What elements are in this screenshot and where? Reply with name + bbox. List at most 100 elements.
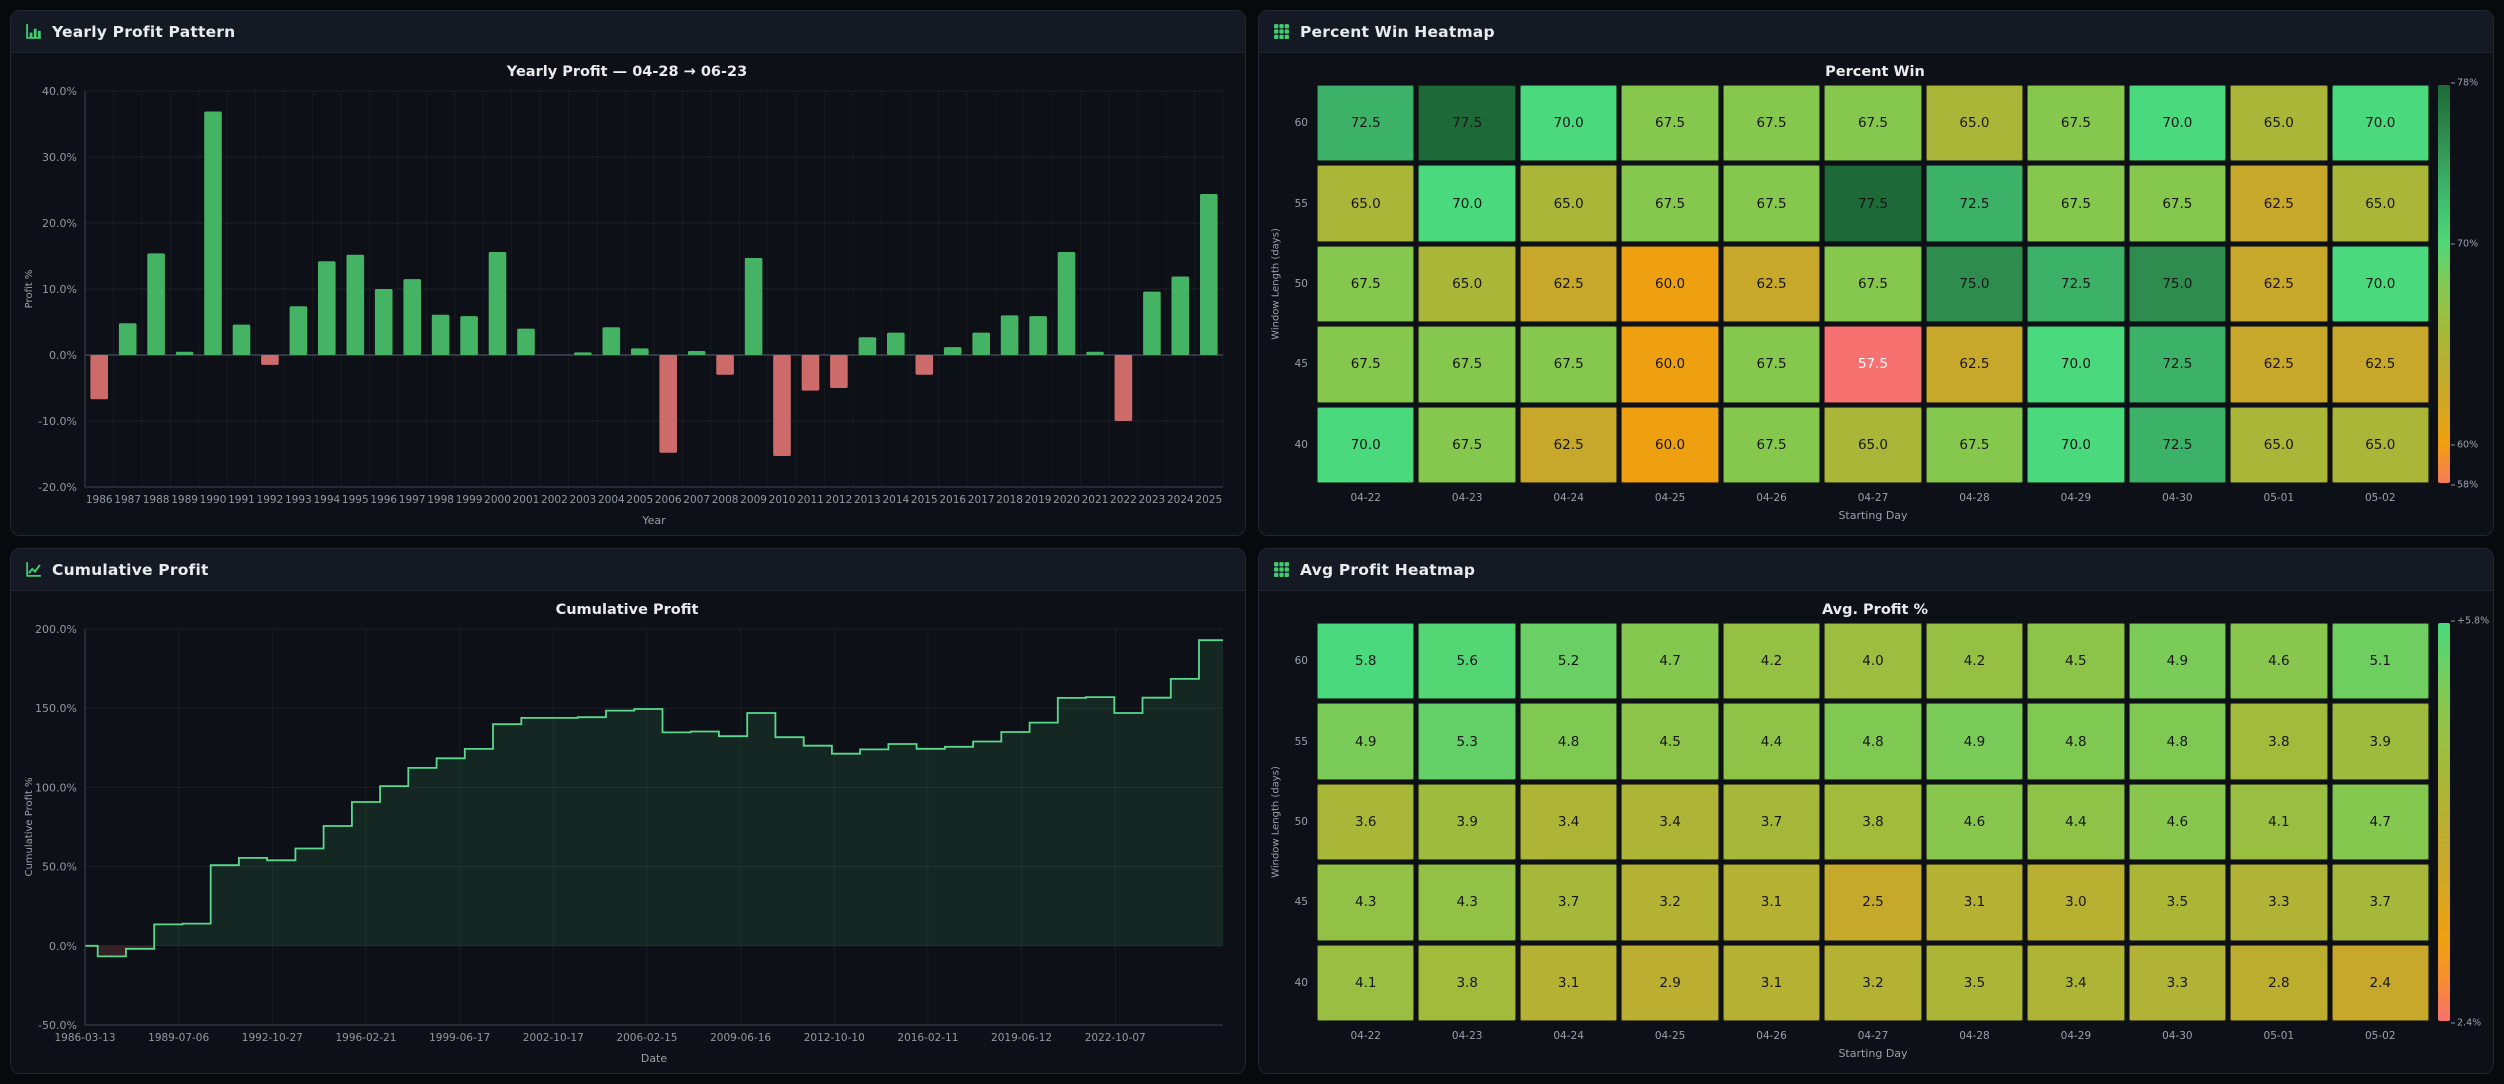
heatmap-cell-60-04-26[interactable]: 67.5 (1722, 85, 1821, 162)
heatmap-cell-60-05-01[interactable]: 4.6 (2230, 623, 2328, 700)
heatmap-cell-50-05-02[interactable]: 70.0 (2331, 245, 2429, 323)
percent-win-heatmap-chart[interactable]: Window Length (days) 60 72.5 77.5 70.0 67.5 67… (1267, 78, 2483, 529)
bar-2005[interactable] (631, 348, 649, 355)
heatmap-cell-45-05-02[interactable]: 3.7 (2331, 864, 2429, 941)
heatmap-cell-50-04-22[interactable]: 67.5 (1317, 245, 1415, 323)
heatmap-cell-45-04-24[interactable]: 3.7 (1519, 864, 1618, 941)
heatmap-cell-50-04-24[interactable]: 62.5 (1519, 245, 1618, 323)
heatmap-cell-60-04-28[interactable]: 65.0 (1925, 85, 2024, 162)
heatmap-cell-55-04-27[interactable]: 4.8 (1824, 703, 1922, 780)
heatmap-cell-50-04-24[interactable]: 3.4 (1519, 783, 1618, 861)
heatmap-cell-55-04-28[interactable]: 72.5 (1925, 165, 2024, 242)
heatmap-cell-60-05-02[interactable]: 70.0 (2331, 85, 2429, 162)
heatmap-cell-55-05-01[interactable]: 3.8 (2230, 703, 2328, 780)
heatmap-cell-50-04-27[interactable]: 67.5 (1824, 245, 1922, 323)
heatmap-cell-45-04-29[interactable]: 3.0 (2027, 864, 2125, 941)
heatmap-cell-45-04-24[interactable]: 67.5 (1519, 326, 1618, 403)
bar-2008[interactable] (716, 355, 734, 375)
heatmap-cell-60-04-22[interactable]: 72.5 (1317, 85, 1415, 162)
heatmap-cell-40-04-22[interactable]: 4.1 (1317, 944, 1415, 1022)
heatmap-cell-40-04-30[interactable]: 72.5 (2128, 406, 2227, 484)
heatmap-cell-55-04-26[interactable]: 4.4 (1722, 703, 1821, 780)
heatmap-cell-55-04-25[interactable]: 67.5 (1621, 165, 1719, 242)
heatmap-cell-60-04-27[interactable]: 67.5 (1824, 85, 1922, 162)
bar-2003[interactable] (574, 352, 592, 355)
bar-1997[interactable] (403, 279, 421, 355)
bar-2007[interactable] (687, 351, 706, 355)
bar-2013[interactable] (858, 337, 877, 355)
heatmap-cell-55-05-02[interactable]: 65.0 (2331, 165, 2429, 242)
heatmap-cell-60-04-23[interactable]: 5.6 (1418, 623, 1516, 700)
heatmap-cell-60-05-02[interactable]: 5.1 (2331, 623, 2429, 700)
heatmap-cell-60-04-30[interactable]: 4.9 (2128, 623, 2227, 700)
heatmap-cell-50-04-26[interactable]: 62.5 (1722, 245, 1821, 323)
bar-1991[interactable] (232, 324, 251, 355)
heatmap-cell-60-04-29[interactable]: 67.5 (2027, 85, 2125, 162)
heatmap-cell-40-04-26[interactable]: 3.1 (1722, 944, 1821, 1022)
heatmap-cell-50-04-23[interactable]: 65.0 (1418, 245, 1516, 323)
bar-1989[interactable] (175, 351, 194, 355)
percent-win-heatmap-grid[interactable]: Window Length (days) 60 72.5 77.5 70.0 67.5 67… (1267, 78, 2483, 529)
bar-2016[interactable] (943, 347, 962, 355)
heatmap-cell-45-04-26[interactable]: 3.1 (1722, 864, 1821, 941)
bar-2015[interactable] (915, 355, 934, 375)
bar-2009[interactable] (744, 258, 763, 355)
heatmap-cell-50-04-23[interactable]: 3.9 (1418, 783, 1516, 861)
heatmap-cell-45-04-30[interactable]: 3.5 (2128, 864, 2227, 941)
heatmap-cell-45-04-22[interactable]: 67.5 (1317, 326, 1415, 403)
heatmap-cell-40-04-29[interactable]: 3.4 (2027, 944, 2125, 1022)
bar-2014[interactable] (887, 332, 905, 355)
heatmap-cell-50-04-28[interactable]: 75.0 (1925, 245, 2024, 323)
heatmap-cell-55-04-29[interactable]: 4.8 (2027, 703, 2125, 780)
bar-2004[interactable] (602, 327, 621, 355)
heatmap-cell-45-04-25[interactable]: 60.0 (1621, 326, 1719, 403)
bar-2011[interactable] (801, 355, 820, 391)
yearly-profit-plot-area[interactable]: -20.0% -10.0% 0.0% 10.0% 20.0% 30.0% 40.0% 1986… (19, 83, 1235, 529)
heatmap-cell-45-04-26[interactable]: 67.5 (1722, 326, 1821, 403)
heatmap-cell-45-04-23[interactable]: 4.3 (1418, 864, 1516, 941)
heatmap-cell-45-04-28[interactable]: 3.1 (1925, 864, 2024, 941)
heatmap-cell-40-04-25[interactable]: 2.9 (1621, 944, 1719, 1022)
cumulative-profit-line[interactable] (85, 639, 1223, 958)
heatmap-cell-40-05-02[interactable]: 2.4 (2331, 944, 2429, 1022)
bar-1999[interactable] (460, 316, 478, 355)
bar-1992[interactable] (261, 355, 279, 365)
heatmap-cell-55-04-24[interactable]: 4.8 (1519, 703, 1618, 780)
heatmap-cell-45-05-02[interactable]: 62.5 (2331, 326, 2429, 403)
bar-2023[interactable] (1143, 291, 1161, 355)
avg-profit-heatmap-grid[interactable]: Window Length (days) 60 5.8 5.6 5.2 4.7 4.2 4.0… (1267, 616, 2490, 1067)
cumulative-profit-plot-area[interactable]: 1986-03-13 1989-07-06 1992-10-27 1996-02-21… (19, 621, 1235, 1067)
heatmap-cell-40-04-28[interactable]: 67.5 (1925, 406, 2024, 484)
heatmap-cell-55-04-23[interactable]: 70.0 (1418, 165, 1516, 242)
heatmap-cell-60-04-26[interactable]: 4.2 (1722, 623, 1821, 700)
heatmap-cell-40-04-27[interactable]: 3.2 (1824, 944, 1922, 1022)
heatmap-cell-45-04-23[interactable]: 67.5 (1418, 326, 1516, 403)
cumulative-profit-step-chart[interactable]: 1986-03-13 1989-07-06 1992-10-27 1996-02-21… (19, 621, 1235, 1067)
heatmap-cell-50-04-30[interactable]: 4.6 (2128, 783, 2227, 861)
heatmap-cell-60-04-23[interactable]: 77.5 (1418, 85, 1516, 162)
heatmap-cell-60-04-25[interactable]: 67.5 (1621, 85, 1719, 162)
bar-1986[interactable] (90, 355, 108, 400)
bar-2010[interactable] (773, 355, 791, 456)
heatmap-cell-60-04-27[interactable]: 4.0 (1824, 623, 1922, 700)
bar-2019[interactable] (1029, 316, 1047, 355)
heatmap-cell-60-04-28[interactable]: 4.2 (1925, 623, 2024, 700)
heatmap-cell-55-04-27[interactable]: 77.5 (1824, 165, 1922, 242)
heatmap-cell-55-05-01[interactable]: 62.5 (2230, 165, 2328, 242)
heatmap-cell-55-04-23[interactable]: 5.3 (1418, 703, 1516, 780)
heatmap-cell-60-04-29[interactable]: 4.5 (2027, 623, 2125, 700)
bar-1994[interactable] (318, 261, 336, 355)
bar-2018[interactable] (1000, 315, 1019, 355)
heatmap-cell-40-04-29[interactable]: 70.0 (2027, 406, 2125, 484)
bar-2001[interactable] (517, 328, 535, 355)
heatmap-cell-50-04-29[interactable]: 72.5 (2027, 245, 2125, 323)
heatmap-cell-50-05-01[interactable]: 62.5 (2230, 245, 2328, 323)
bar-2020[interactable] (1057, 252, 1076, 355)
heatmap-cell-50-04-27[interactable]: 3.8 (1824, 783, 1922, 861)
bar-1998[interactable] (431, 314, 450, 355)
heatmap-cell-55-04-22[interactable]: 65.0 (1317, 165, 1415, 242)
heatmap-cell-40-04-28[interactable]: 3.5 (1925, 944, 2024, 1022)
avg-profit-heatmap-chart[interactable]: Window Length (days) 60 5.8 5.6 5.2 4.7 4.2 4.0… (1267, 616, 2490, 1067)
heatmap-cell-40-04-25[interactable]: 60.0 (1621, 406, 1719, 484)
bar-2021[interactable] (1086, 351, 1104, 355)
